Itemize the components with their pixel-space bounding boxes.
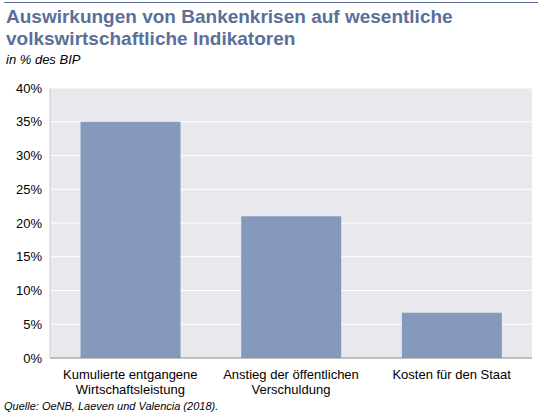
svg-text:35%: 35%: [16, 114, 42, 129]
svg-text:25%: 25%: [16, 182, 42, 197]
svg-text:Kosten für den Staat: Kosten für den Staat: [392, 367, 511, 382]
svg-text:5%: 5%: [23, 317, 42, 332]
svg-text:10%: 10%: [16, 283, 42, 298]
svg-text:20%: 20%: [16, 216, 42, 231]
svg-text:15%: 15%: [16, 249, 42, 264]
html-text:Quelle: OeNB, Laeven und Valen: Quelle: OeNB, Laeven und Valencia (2018)…: [4, 400, 219, 412]
svg-text:0%: 0%: [23, 351, 42, 366]
svg-text:40%: 40%: [16, 81, 42, 96]
html-text:Auswirkungen von Bankenkrisen: Auswirkungen von Bankenkrisen auf wesent…: [6, 6, 453, 49]
html-text:in % des BIP: in % des BIP: [6, 52, 81, 67]
svg-text:Anstieg der öffentlichenVersch: Anstieg der öffentlichenVerschuldung: [223, 367, 359, 397]
svg-text:30%: 30%: [16, 148, 42, 163]
svg-text:Kumulierte entgangeneWirtschaf: Kumulierte entgangeneWirtschaftsleistung: [63, 367, 197, 397]
